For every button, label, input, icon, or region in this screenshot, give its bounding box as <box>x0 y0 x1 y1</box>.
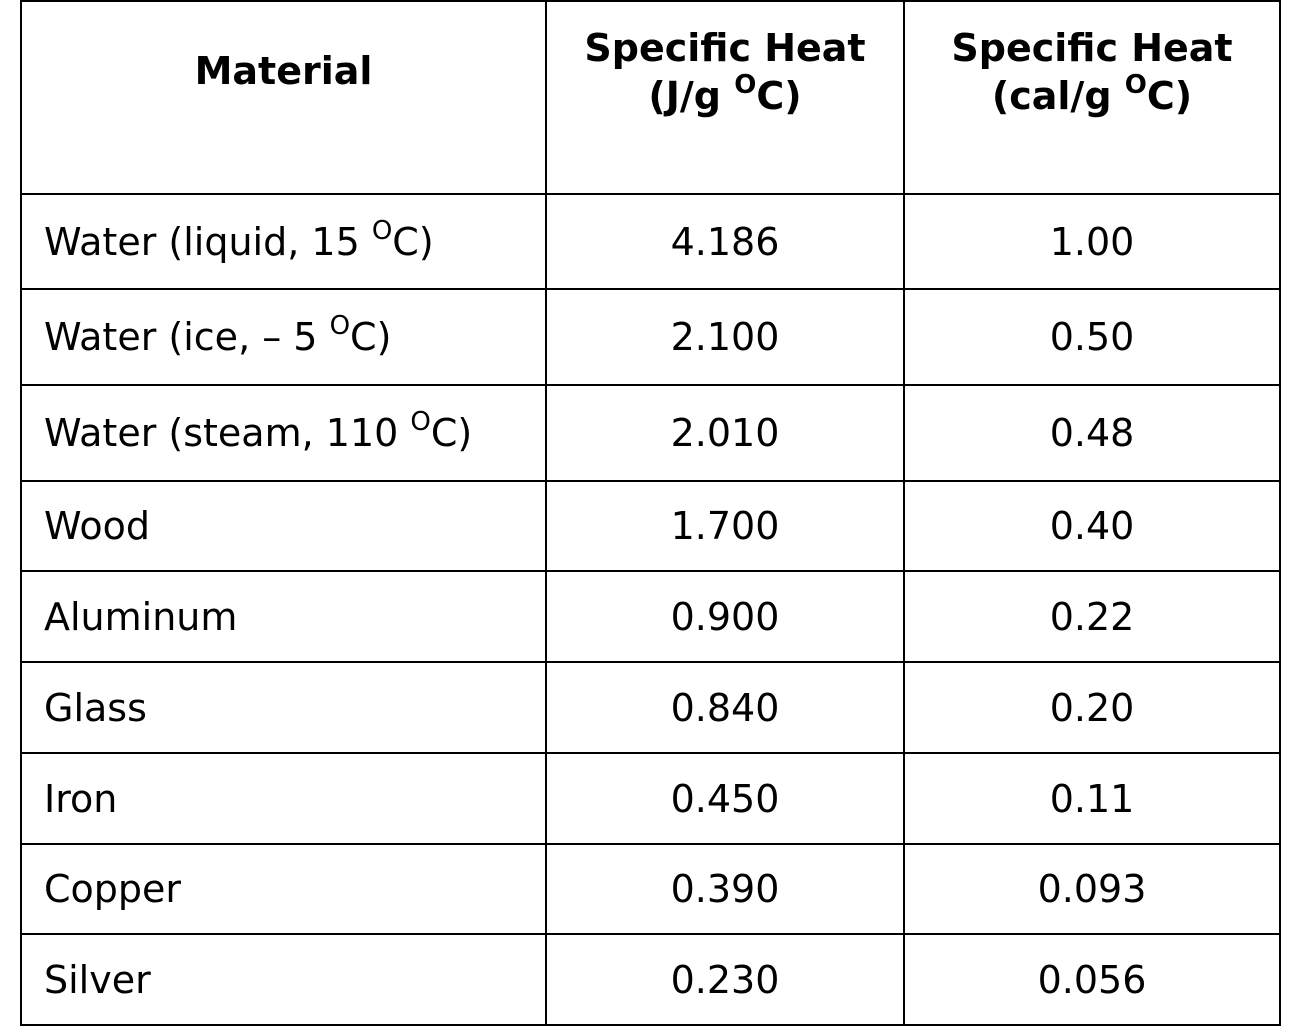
cell-text: 4.186 <box>670 219 780 264</box>
cell-text: 1.700 <box>670 504 780 548</box>
cell-text: C) <box>1146 74 1193 118</box>
value-cell: 0.48 <box>903 384 1281 482</box>
cell-text: 2.010 <box>670 411 780 455</box>
cell-text: C) <box>392 219 434 264</box>
value-cell: 2.100 <box>545 288 905 386</box>
cell-text: 2.100 <box>670 315 780 359</box>
value-cell: 0.450 <box>545 752 905 845</box>
value-cell: 1.700 <box>545 480 905 572</box>
cell-text: Water (liquid, 15 <box>44 219 372 264</box>
material-cell: Silver <box>20 933 547 1026</box>
cell-text: C) <box>350 315 392 359</box>
cell-text: (J/g <box>648 74 735 118</box>
cell-text: C) <box>756 74 802 118</box>
cell-text: 0.390 <box>670 867 780 911</box>
value-cell: 0.900 <box>545 570 905 663</box>
cell-text: Water (steam, 110 <box>44 411 411 455</box>
material-cell: Glass <box>20 661 547 754</box>
value-cell: 0.230 <box>545 933 905 1026</box>
cell-text: Glass <box>44 685 147 730</box>
cell-text: 0.840 <box>670 685 780 730</box>
cell-text: Silver <box>44 957 151 1002</box>
superscript: O <box>410 407 431 437</box>
cell-text: 1.00 <box>1049 219 1135 264</box>
table-row: Iron 0.450 0.11 <box>20 752 1281 845</box>
cell-text: Material <box>194 49 373 93</box>
cell-text: Copper <box>44 867 182 911</box>
cell-text: 0.450 <box>670 776 780 821</box>
cell-text: 0.50 <box>1049 315 1135 359</box>
material-cell: Water (steam, 110 OC) <box>20 384 547 482</box>
cell-text: Wood <box>44 504 150 548</box>
value-cell: 0.40 <box>903 480 1281 572</box>
cell-text: 0.230 <box>670 957 780 1002</box>
value-cell: 0.056 <box>903 933 1281 1026</box>
value-cell: 0.11 <box>903 752 1281 845</box>
table-row: Copper 0.390 0.093 <box>20 843 1281 935</box>
value-cell: 0.840 <box>545 661 905 754</box>
value-cell: 2.010 <box>545 384 905 482</box>
cell-text: Specific Heat <box>951 26 1233 70</box>
cell-text: (cal/g <box>991 74 1125 118</box>
value-cell: 0.093 <box>903 843 1281 935</box>
cell-text: Water (ice, – 5 <box>44 315 330 359</box>
superscript: O <box>329 311 351 341</box>
table-row: Glass 0.840 0.20 <box>20 661 1281 754</box>
cell-text: Iron <box>44 776 118 821</box>
cell-text: 0.900 <box>670 594 780 639</box>
material-cell: Copper <box>20 843 547 935</box>
material-cell: Water (liquid, 15 OC) <box>20 193 547 290</box>
value-cell: 0.390 <box>545 843 905 935</box>
table-row: Water (liquid, 15 OC) 4.186 1.00 <box>20 193 1281 290</box>
table-row: Silver 0.230 0.056 <box>20 933 1281 1026</box>
table-row: Water (ice, – 5 OC) 2.100 0.50 <box>20 288 1281 386</box>
header-row: Material Specific Heat (J/g OC) Specific He… <box>20 0 1281 195</box>
superscript: O <box>371 215 393 246</box>
cell-text: 0.056 <box>1037 957 1147 1002</box>
table-row: Water (steam, 110 OC) 2.010 0.48 <box>20 384 1281 482</box>
cell-text: 0.40 <box>1049 504 1135 548</box>
material-cell: Water (ice, – 5 OC) <box>20 288 547 386</box>
material-cell: Wood <box>20 480 547 572</box>
value-cell: 0.22 <box>903 570 1281 663</box>
cell-text: 0.22 <box>1049 594 1135 639</box>
value-cell: 0.50 <box>903 288 1281 386</box>
superscript: O <box>734 70 757 100</box>
cell-text: Specific Heat <box>584 26 866 70</box>
header-cell: Specific Heat (cal/g OC) <box>903 0 1281 195</box>
cell-text: 0.11 <box>1049 776 1135 821</box>
cell-text: C) <box>430 411 473 455</box>
cell-text: 0.48 <box>1049 411 1135 455</box>
table-row: Wood 1.700 0.40 <box>20 480 1281 572</box>
header-cell: Material <box>20 0 547 195</box>
material-cell: Aluminum <box>20 570 547 663</box>
cell-text: Aluminum <box>44 594 238 639</box>
value-cell: 0.20 <box>903 661 1281 754</box>
specific-heat-table: Material Specific Heat (J/g OC) Specific He… <box>20 0 1281 1026</box>
value-cell: 1.00 <box>903 193 1281 290</box>
material-cell: Iron <box>20 752 547 845</box>
header-cell: Specific Heat (J/g OC) <box>545 0 905 195</box>
cell-text: 0.093 <box>1037 867 1147 911</box>
table-row: Aluminum 0.900 0.22 <box>20 570 1281 663</box>
superscript: O <box>1124 70 1147 100</box>
value-cell: 4.186 <box>545 193 905 290</box>
cell-text: 0.20 <box>1049 685 1135 730</box>
